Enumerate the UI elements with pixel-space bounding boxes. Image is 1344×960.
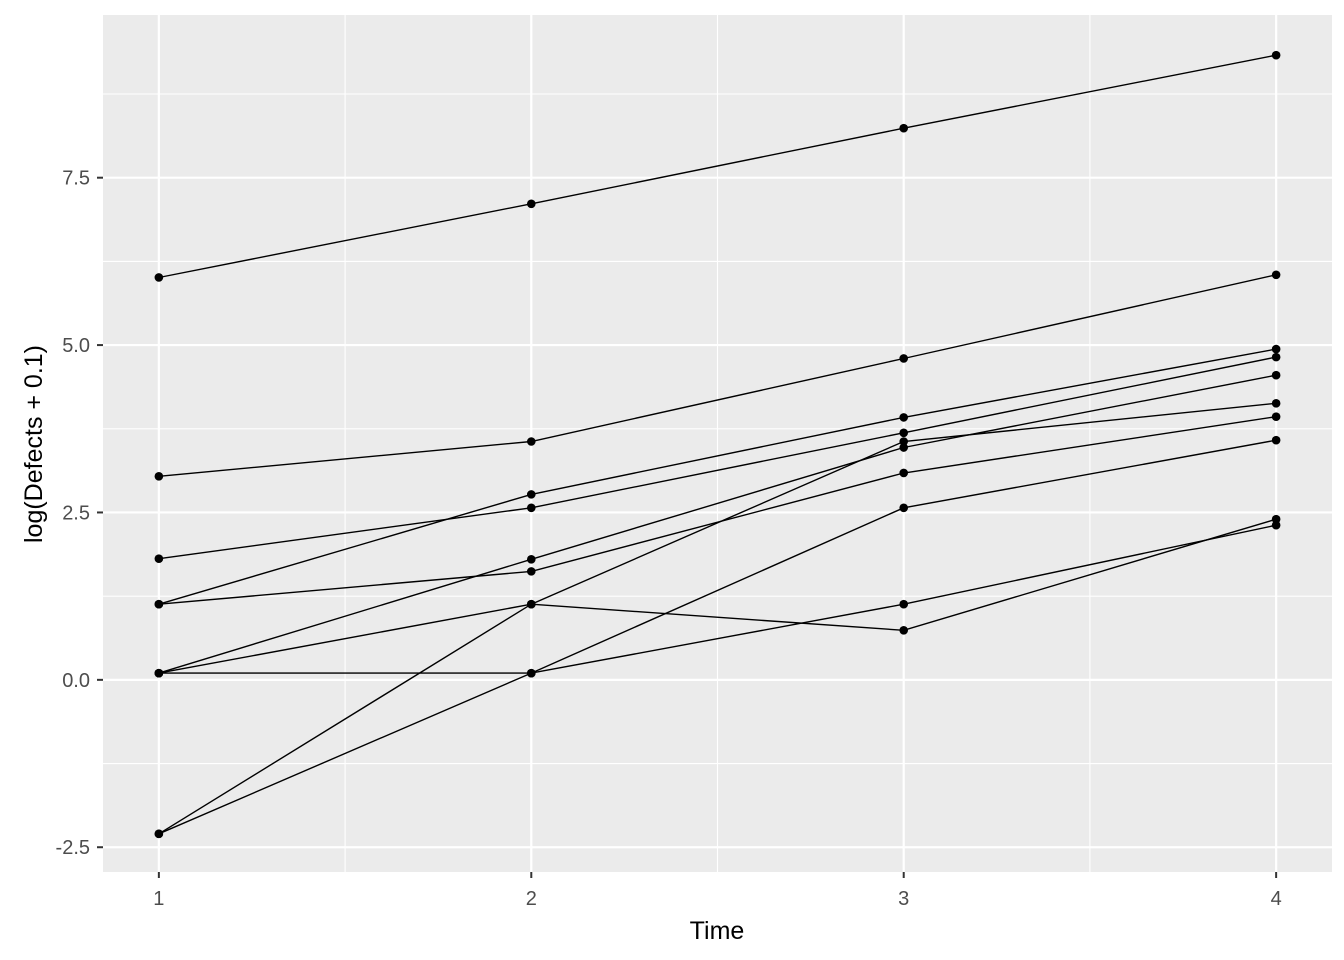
data-point: [1271, 344, 1281, 354]
x-axis-title: Time: [690, 917, 745, 945]
data-point: [899, 354, 909, 363]
data-point: [899, 413, 909, 422]
data-point: [154, 599, 164, 609]
data-point: [154, 668, 164, 678]
data-point: [1271, 399, 1281, 408]
x-tick-label: 3: [898, 888, 909, 910]
series-line-2: [158, 274, 1277, 477]
data-point: [1271, 520, 1281, 530]
data-point: [526, 567, 536, 576]
x-axis: 1 2 3 4: [153, 872, 1282, 910]
data-point: [526, 668, 536, 678]
data-point: [526, 555, 536, 564]
data-point: [154, 829, 164, 839]
x-tick-label: 2: [526, 888, 537, 910]
data-point: [526, 199, 536, 209]
data-point: [526, 599, 536, 609]
data-point: [526, 503, 536, 513]
minor-gridlines: [103, 15, 1332, 872]
series-line-7: [158, 416, 1277, 605]
y-tick-label: 2.5: [62, 502, 90, 524]
data-point: [1271, 50, 1281, 60]
data-point: [1271, 435, 1281, 445]
data-point: [899, 443, 909, 452]
data-point: [154, 273, 164, 282]
y-tick-label: 5.0: [62, 335, 90, 357]
series-line-3: [158, 348, 1277, 605]
series-line-4: [158, 356, 1277, 560]
y-axis: -2.5 0.0 2.5 5.0 7.5: [56, 168, 103, 859]
series-lines: [158, 54, 1277, 835]
series-points: [154, 50, 1281, 839]
data-point: [526, 437, 536, 446]
data-point: [899, 123, 909, 133]
series-line-9: [158, 518, 1277, 674]
series-line-1: [158, 54, 1277, 279]
data-point: [899, 599, 909, 609]
series-line-5: [158, 374, 1277, 674]
data-point: [899, 625, 909, 635]
y-tick-label: -2.5: [56, 837, 90, 859]
y-tick-label: 7.5: [62, 168, 90, 190]
data-point: [1271, 370, 1281, 380]
data-point: [899, 437, 909, 446]
data-point: [899, 468, 909, 478]
data-point: [899, 503, 909, 513]
data-point: [1271, 352, 1281, 362]
series-line-8: [158, 439, 1277, 835]
y-axis-title: log(Defects + 0.1): [20, 345, 48, 543]
x-tick-label: 1: [153, 888, 164, 910]
y-tick-label: 0.0: [62, 670, 90, 692]
series-line-10: [158, 524, 1277, 674]
x-tick-label: 4: [1271, 888, 1282, 910]
data-point: [526, 490, 536, 499]
data-point: [1271, 270, 1281, 280]
data-point: [1271, 514, 1281, 524]
data-point: [1271, 412, 1281, 422]
data-point: [154, 472, 164, 481]
data-point: [154, 554, 164, 563]
data-point: [899, 428, 909, 438]
